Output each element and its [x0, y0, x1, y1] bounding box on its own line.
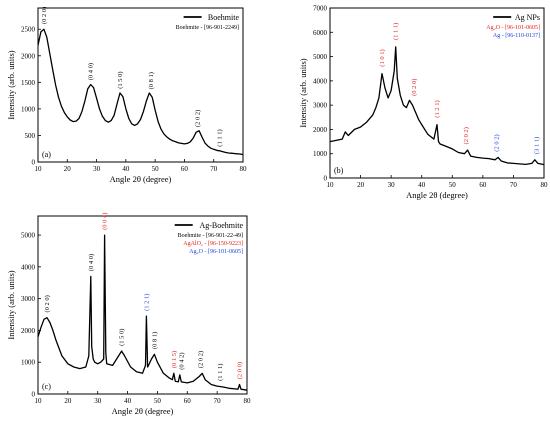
y-tick-label: 500	[25, 132, 36, 140]
x-tick-label: 20	[64, 165, 72, 173]
legend-reference-entry: AgAlO₂ - [96-150-9223]	[183, 241, 243, 247]
peak-annotation: (1 1 1)	[217, 129, 224, 146]
y-tick-label: 6000	[313, 29, 328, 37]
legend-reference-entry: Boehmite - [96-901-22-49]	[178, 233, 243, 239]
x-tick-label: 40	[418, 181, 426, 189]
y-tick-label: 5000	[313, 53, 328, 61]
y-tick-label: 4000	[21, 263, 36, 271]
peak-annotation: (1 1 1)	[393, 23, 400, 40]
x-tick-label: 80	[541, 181, 549, 189]
x-tick-label: 80	[240, 165, 248, 173]
y-axis-title: Intensity (arb. units)	[298, 58, 308, 127]
y-tick-label: 2000	[313, 126, 328, 134]
peak-annotation: (1 0 1)	[379, 49, 386, 66]
x-axis-title: Angle 2θ (degree)	[112, 406, 174, 416]
series-line-0	[329, 46, 545, 166]
y-tick-label: 4000	[313, 77, 328, 85]
legend-series-label: Ag NPs	[515, 13, 540, 22]
x-tick-label: 70	[510, 181, 518, 189]
y-tick-label: 1000	[313, 150, 328, 158]
chart-panel-b: 10 20 30 40 50 60 70 80 0 1000 2000 3000 4000 5000 600…	[298, 5, 549, 201]
plot-frame	[37, 7, 244, 163]
peak-annotation: (0 4 2)	[178, 352, 185, 369]
x-axis-title: Angle 2θ (degree)	[406, 190, 468, 200]
y-tick-label: 2500	[21, 26, 36, 34]
legend-reference-entry: Boehmite - [96-901-2249]	[176, 25, 239, 31]
legend-reference-entry: Ag - [96-110-0137]	[493, 33, 540, 39]
y-tick-label: 2000	[21, 327, 36, 335]
y-tick-label: 5000	[21, 232, 36, 240]
peak-annotation: (0 1 5)	[171, 351, 178, 368]
plot-frame	[37, 215, 248, 395]
panel-label: (b)	[334, 166, 344, 175]
x-tick-label: 70	[210, 165, 218, 173]
y-tick-label: 1500	[21, 79, 36, 87]
chart-panel-c: 10 20 30 40 50 60 70 80 0 1000 2000 3000 4000 5000 Ang…	[6, 213, 252, 416]
x-tick-label: 40	[122, 165, 130, 173]
x-tick-label: 30	[388, 181, 396, 189]
panel-label: (a)	[42, 150, 51, 159]
legend-series-label: Boehmite	[208, 13, 240, 22]
y-axis-title: Intensity (arb. units)	[6, 50, 16, 119]
peak-annotation: (0 4 0)	[88, 254, 95, 271]
x-tick-label: 50	[152, 165, 160, 173]
y-tick-label: 0	[32, 159, 36, 167]
y-tick-label: 3000	[313, 102, 328, 110]
x-tick-label: 60	[479, 181, 487, 189]
peak-annotation: (0 2 0)	[41, 7, 48, 24]
legend-reference-entry: Ag₂O - [96-101-0605]	[486, 25, 540, 31]
x-tick-label: 10	[35, 397, 43, 405]
peak-annotation: (0 0 4)	[102, 213, 109, 230]
x-tick-label: 50	[154, 397, 162, 405]
x-tick-label: 60	[184, 397, 192, 405]
x-tick-label: 40	[124, 397, 132, 405]
x-tick-label: 30	[93, 165, 101, 173]
y-tick-label: 0	[324, 175, 328, 183]
peak-annotation: (0 2 0)	[411, 79, 418, 96]
x-tick-label: 50	[449, 181, 457, 189]
peak-annotation: (2 0 2)	[463, 127, 470, 144]
x-tick-label: 20	[357, 181, 365, 189]
peak-annotation: (1 5 0)	[119, 329, 126, 346]
peak-annotation: (1 2 1)	[434, 100, 441, 117]
legend-reference-entry: Ag₂O - [96-101-0605]	[189, 249, 243, 255]
y-tick-label: 0	[32, 391, 36, 399]
peak-annotation: (0 2 0)	[44, 295, 51, 312]
x-tick-label: 80	[244, 397, 252, 405]
peak-annotation: (2 0 2)	[195, 110, 202, 127]
legend-series-label: Ag-Boehmite	[199, 221, 243, 230]
panel-label: (c)	[42, 382, 51, 391]
plot-frame	[329, 7, 545, 179]
y-tick-label: 3000	[21, 295, 36, 303]
x-tick-label: 10	[327, 181, 335, 189]
y-tick-label: 1000	[21, 359, 36, 367]
peak-annotation: (1 2 1)	[143, 294, 150, 311]
x-tick-label: 10	[35, 165, 43, 173]
y-tick-label: 2000	[21, 52, 36, 60]
x-tick-label: 30	[94, 397, 102, 405]
peak-annotation: (3 1 1)	[533, 137, 540, 154]
chart-panel-a: 10 20 30 40 50 60 70 80 0 500 1000 1500 2000 2500 Angl…	[6, 7, 248, 184]
x-tick-label: 20	[64, 397, 72, 405]
peak-annotation: (2 0 2)	[494, 134, 501, 151]
y-tick-label: 7000	[313, 5, 328, 13]
peak-annotation: (1 1 1)	[217, 364, 224, 381]
series-line-0	[37, 28, 244, 156]
y-tick-label: 1000	[21, 105, 36, 113]
y-axis-title: Intensity (arb. units)	[6, 270, 16, 339]
peak-annotation: (1 5 0)	[117, 71, 124, 88]
x-tick-label: 60	[181, 165, 189, 173]
x-tick-label: 70	[214, 397, 222, 405]
peak-annotation: (0 8 1)	[151, 332, 158, 349]
peak-annotation: (0 4 0)	[88, 63, 95, 80]
peak-annotation: (2 0 0)	[237, 362, 244, 379]
x-axis-title: Angle 2θ (degree)	[110, 174, 172, 184]
peak-annotation: (2 0 2)	[198, 351, 205, 368]
series-line-0	[37, 234, 248, 391]
peak-annotation: (0 8 1)	[148, 72, 155, 89]
